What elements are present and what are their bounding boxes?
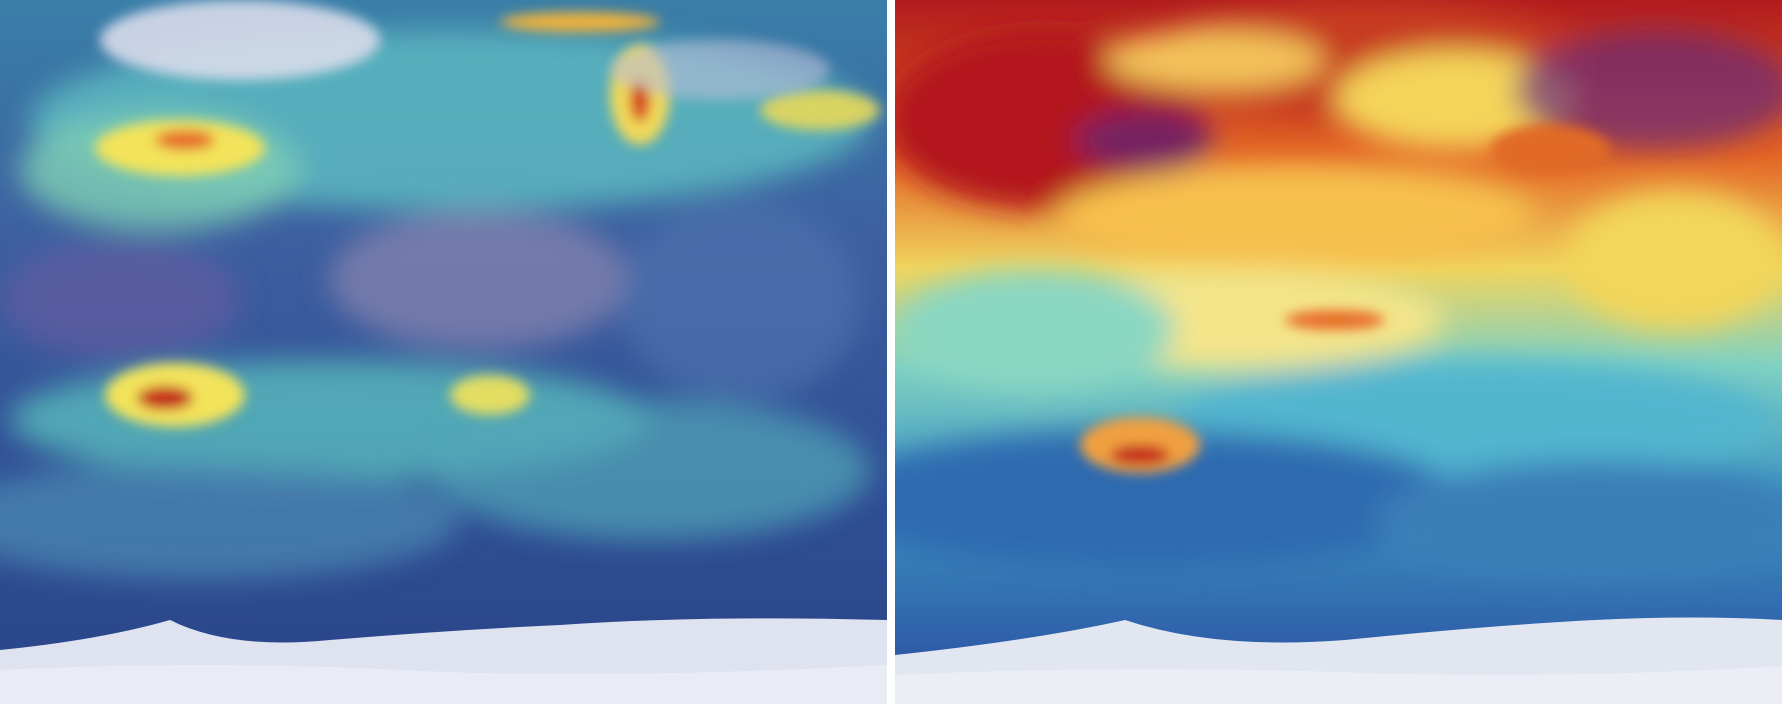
panel-divider [887, 0, 895, 704]
global-field-map-right [895, 0, 1782, 704]
map-panel-left [0, 0, 887, 704]
global-field-map-left [0, 0, 887, 704]
map-panel-right [895, 0, 1782, 704]
